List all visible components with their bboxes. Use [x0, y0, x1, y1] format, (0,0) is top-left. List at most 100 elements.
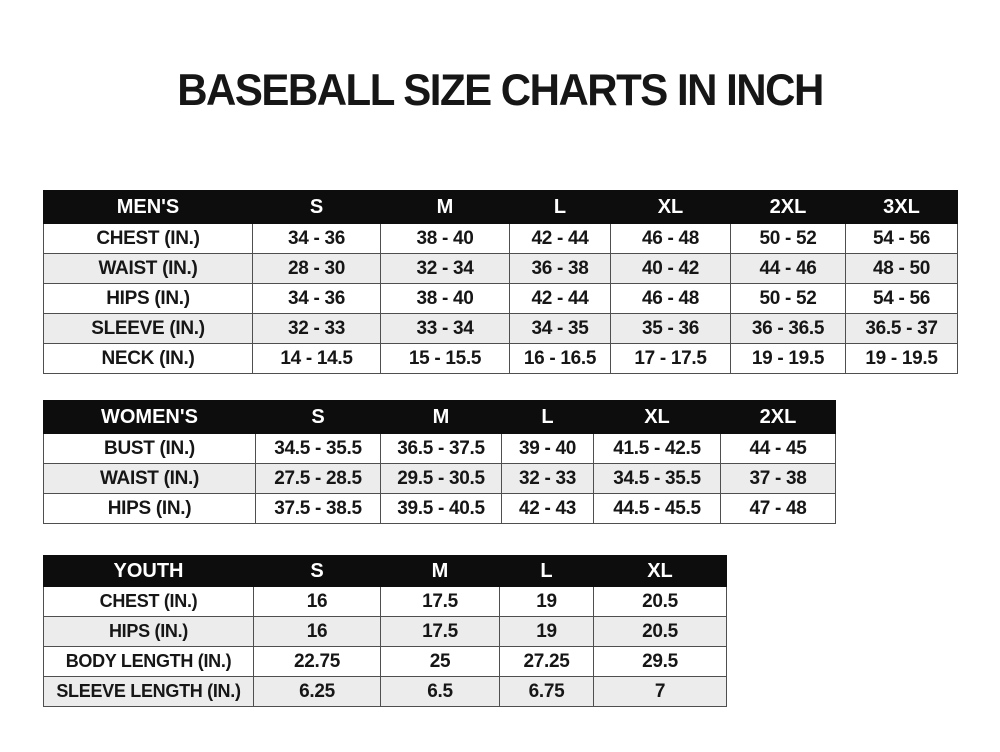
cell: 29.5 - 30.5: [380, 463, 502, 494]
cell: 15 - 15.5: [380, 343, 510, 374]
col-header-m: M: [380, 400, 502, 434]
cell: 32 - 33: [501, 463, 594, 494]
cell: 37.5 - 38.5: [255, 493, 381, 524]
cell: 16: [253, 586, 381, 617]
col-header-l: L: [509, 190, 611, 224]
row-label: HIPS (IN.): [43, 493, 256, 524]
col-header-2xl: 2XL: [730, 190, 846, 224]
table-row: NECK (IN.) 14 - 14.5 15 - 15.5 16 - 16.5 17 …: [43, 343, 958, 374]
cell: 20.5: [593, 586, 727, 617]
table-title: MEN'S: [43, 190, 253, 224]
cell: 36.5 - 37: [845, 313, 958, 344]
col-header-m: M: [380, 555, 500, 587]
table-title: YOUTH: [43, 555, 254, 587]
table-row: HIPS (IN.) 37.5 - 38.5 39.5 - 40.5 42 - 43 4…: [43, 493, 836, 524]
cell: 19: [499, 616, 594, 647]
row-label: NECK (IN.): [43, 343, 253, 374]
cell: 41.5 - 42.5: [593, 433, 721, 464]
table-row: WAIST (IN.) 27.5 - 28.5 29.5 - 30.5 32 - 33…: [43, 463, 836, 494]
cell: 40 - 42: [610, 253, 731, 284]
table-row: HIPS (IN.) 34 - 36 38 - 40 42 - 44 46 - 48 50…: [43, 283, 958, 314]
cell: 33 - 34: [380, 313, 510, 344]
cell: 50 - 52: [730, 223, 846, 254]
cell: 48 - 50: [845, 253, 958, 284]
cell: 44 - 45: [720, 433, 836, 464]
row-label: HIPS (IN.): [43, 283, 253, 314]
cell: 46 - 48: [610, 283, 731, 314]
col-header-xl: XL: [593, 400, 721, 434]
table-title: WOMEN'S: [43, 400, 256, 434]
cell: 38 - 40: [380, 223, 510, 254]
col-header-2xl: 2XL: [720, 400, 836, 434]
cell: 54 - 56: [845, 223, 958, 254]
cell: 16 - 16.5: [509, 343, 611, 374]
table-row: CHEST (IN.) 34 - 36 38 - 40 42 - 44 46 - 48 5…: [43, 223, 958, 254]
cell: 46 - 48: [610, 223, 731, 254]
col-header-l: L: [499, 555, 594, 587]
cell: 6.5: [380, 676, 500, 707]
col-header-3xl: 3XL: [845, 190, 958, 224]
cell: 34 - 36: [252, 223, 381, 254]
cell: 17.5: [380, 616, 500, 647]
row-label: HIPS (IN.): [43, 616, 254, 647]
header-row: MEN'S S M L XL 2XL 3XL: [43, 190, 958, 224]
cell: 19 - 19.5: [730, 343, 846, 374]
col-header-s: S: [252, 190, 381, 224]
cell: 29.5: [593, 646, 727, 677]
youth-size-table: YOUTH S M L XL CHEST (IN.) 16 17.5 19 20.5 HIPS (I…: [43, 555, 727, 707]
table-row: HIPS (IN.) 16 17.5 19 20.5: [43, 616, 727, 647]
header-row: YOUTH S M L XL: [43, 555, 727, 587]
cell: 34 - 35: [509, 313, 611, 344]
row-label: CHEST (IN.): [43, 586, 254, 617]
cell: 42 - 44: [509, 223, 611, 254]
cell: 27.25: [499, 646, 594, 677]
cell: 22.75: [253, 646, 381, 677]
cell: 44.5 - 45.5: [593, 493, 721, 524]
col-header-l: L: [501, 400, 594, 434]
cell: 44 - 46: [730, 253, 846, 284]
cell: 39.5 - 40.5: [380, 493, 502, 524]
cell: 16: [253, 616, 381, 647]
page-title: BASEBALL SIZE CHARTS IN INCH: [177, 64, 824, 115]
cell: 20.5: [593, 616, 727, 647]
womens-size-table: WOMEN'S S M L XL 2XL BUST (IN.) 34.5 - 35.5 36.5…: [43, 400, 836, 524]
row-label: BODY LENGTH (IN.): [43, 646, 254, 677]
cell: 34.5 - 35.5: [255, 433, 381, 464]
cell: 19 - 19.5: [845, 343, 958, 374]
col-header-s: S: [255, 400, 381, 434]
header-row: WOMEN'S S M L XL 2XL: [43, 400, 836, 434]
col-header-xl: XL: [610, 190, 731, 224]
mens-size-table: MEN'S S M L XL 2XL 3XL CHEST (IN.) 34 - 36 38 - 4…: [43, 190, 958, 374]
cell: 47 - 48: [720, 493, 836, 524]
cell: 32 - 33: [252, 313, 381, 344]
cell: 6.75: [499, 676, 594, 707]
cell: 54 - 56: [845, 283, 958, 314]
cell: 38 - 40: [380, 283, 510, 314]
cell: 36 - 38: [509, 253, 611, 284]
cell: 34 - 36: [252, 283, 381, 314]
cell: 17.5: [380, 586, 500, 617]
col-header-m: M: [380, 190, 510, 224]
cell: 42 - 44: [509, 283, 611, 314]
cell: 32 - 34: [380, 253, 510, 284]
cell: 50 - 52: [730, 283, 846, 314]
cell: 27.5 - 28.5: [255, 463, 381, 494]
col-header-s: S: [253, 555, 381, 587]
row-label: CHEST (IN.): [43, 223, 253, 254]
cell: 35 - 36: [610, 313, 731, 344]
table-row: SLEEVE LENGTH (IN.) 6.25 6.5 6.75 7: [43, 676, 727, 707]
cell: 25: [380, 646, 500, 677]
row-label: SLEEVE LENGTH (IN.): [43, 676, 254, 707]
cell: 19: [499, 586, 594, 617]
row-label: WAIST (IN.): [43, 463, 256, 494]
cell: 7: [593, 676, 727, 707]
cell: 14 - 14.5: [252, 343, 381, 374]
cell: 17 - 17.5: [610, 343, 731, 374]
cell: 36 - 36.5: [730, 313, 846, 344]
cell: 42 - 43: [501, 493, 594, 524]
cell: 37 - 38: [720, 463, 836, 494]
table-row: WAIST (IN.) 28 - 30 32 - 34 36 - 38 40 - 42 4…: [43, 253, 958, 284]
table-row: SLEEVE (IN.) 32 - 33 33 - 34 34 - 35 35 - 36…: [43, 313, 958, 344]
cell: 34.5 - 35.5: [593, 463, 721, 494]
cell: 39 - 40: [501, 433, 594, 464]
